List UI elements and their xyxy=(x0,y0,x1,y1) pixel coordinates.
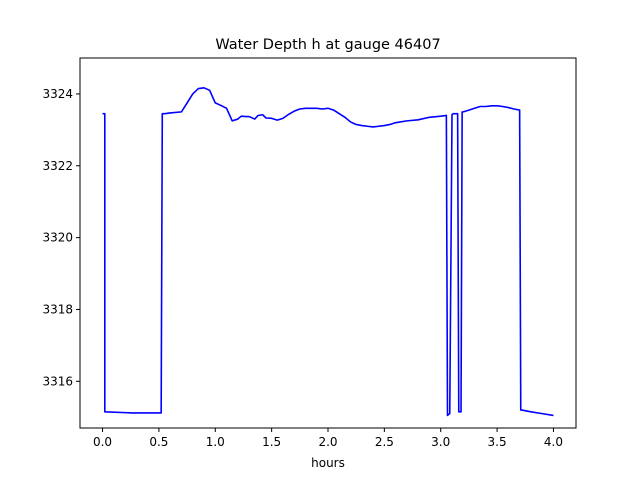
x-axis: 0.0 0.5 1.0 1.5 2.0 2.5 3.0 3.5 4.0 xyxy=(93,428,563,449)
x-tick-label: 3.0 xyxy=(431,435,450,449)
x-tick-label: 2.5 xyxy=(375,435,394,449)
x-tick-label: 2.0 xyxy=(318,435,337,449)
y-axis: 3316 3318 3320 3322 3324 xyxy=(42,87,80,388)
x-tick-label: 0.0 xyxy=(93,435,112,449)
x-tick-label: 4.0 xyxy=(544,435,563,449)
y-tick-label: 3316 xyxy=(42,374,73,388)
x-axis-label: hours xyxy=(311,456,345,470)
y-tick-label: 3320 xyxy=(42,231,73,245)
chart-title: Water Depth h at gauge 46407 xyxy=(215,37,440,53)
y-tick-label: 3324 xyxy=(42,87,73,101)
series-line-0 xyxy=(102,87,554,417)
x-tick-label: 0.5 xyxy=(149,435,168,449)
y-tick-label: 3318 xyxy=(42,302,73,316)
x-tick-label: 1.0 xyxy=(206,435,225,449)
plot-area: 0.0 0.5 1.0 1.5 2.0 2.5 3.0 3.5 4.0 3316 3318 3320… xyxy=(42,57,577,449)
series-layer xyxy=(102,87,554,417)
y-tick-label: 3322 xyxy=(42,159,73,173)
x-tick-label: 3.5 xyxy=(488,435,507,449)
x-tick-label: 1.5 xyxy=(262,435,281,449)
